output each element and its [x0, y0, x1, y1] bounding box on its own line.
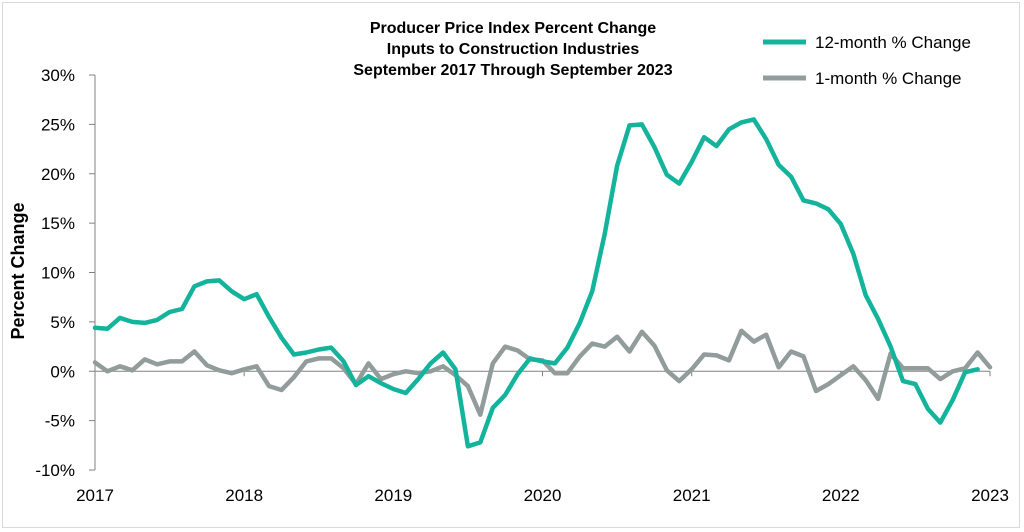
axes — [94, 75, 990, 470]
y-tick-label: 20% — [41, 165, 75, 184]
legend: 12-month % Change 1-month % Change — [763, 33, 971, 88]
y-tick-label: -10% — [35, 461, 75, 480]
x-tick-label: 2019 — [374, 486, 412, 505]
y-axis-label: Percent Change — [8, 202, 28, 339]
series-lines — [92, 117, 993, 449]
x-tick-label: 2017 — [76, 486, 114, 505]
series-line-12-month — [92, 117, 980, 449]
y-tick-label: 25% — [41, 115, 75, 134]
x-axis-ticks: 2017 2018 2019 2020 2021 2022 2023 — [76, 371, 1009, 505]
y-tick-label: 10% — [41, 264, 75, 283]
chart-title: Producer Price Index Percent Change Inpu… — [353, 20, 672, 79]
chart-title-line-2: Inputs to Construction Industries — [387, 41, 640, 58]
chart-title-line-3: September 2017 Through September 2023 — [353, 62, 672, 79]
y-tick-label: 30% — [41, 66, 75, 85]
y-tick-label: -5% — [45, 412, 75, 431]
y-tick-label: 5% — [50, 313, 75, 332]
y-tick-label: 15% — [41, 214, 75, 233]
x-tick-label: 2023 — [971, 486, 1009, 505]
x-tick-label: 2020 — [524, 486, 562, 505]
y-axis-ticks: 30% 25% 20% 15% 10% 5% 0% -5% -10% — [35, 66, 95, 480]
y-tick-label: 0% — [50, 362, 75, 381]
x-tick-label: 2021 — [673, 486, 711, 505]
legend-label-12-month: 12-month % Change — [815, 33, 971, 52]
x-tick-label: 2018 — [225, 486, 263, 505]
chart-title-line-1: Producer Price Index Percent Change — [370, 20, 656, 37]
x-tick-label: 2022 — [822, 486, 860, 505]
legend-label-1-month: 1-month % Change — [815, 69, 961, 88]
